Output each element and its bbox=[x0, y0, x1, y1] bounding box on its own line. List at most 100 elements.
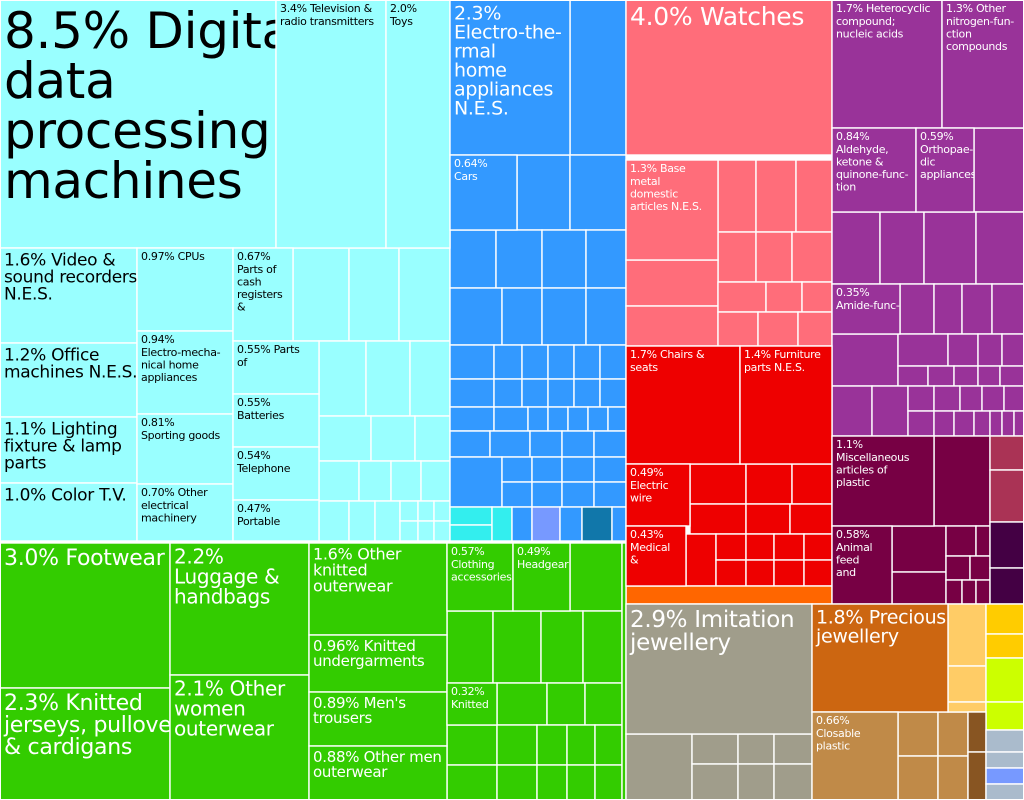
treemap-tile-rect bbox=[0, 687, 171, 800]
treemap-tile-minor bbox=[773, 533, 805, 561]
treemap-tile-minor bbox=[989, 410, 1003, 437]
treemap-tile: 0.47% Portable bbox=[232, 499, 320, 542]
treemap-tile-minor bbox=[973, 410, 991, 437]
treemap-label: 1.6% Other knitted outerwear bbox=[313, 545, 402, 596]
treemap-tile-minor bbox=[587, 406, 609, 432]
treemap-tile-minor bbox=[585, 287, 627, 346]
treemap-label: 0.89% Men's trousers bbox=[313, 694, 406, 727]
treemap-tile-rect bbox=[446, 542, 514, 612]
treemap-tile-minor bbox=[593, 456, 627, 483]
treemap-label: 2.1% Other women outerwear bbox=[174, 676, 286, 740]
treemap-tile-minor bbox=[773, 733, 813, 765]
treemap-tile-minor bbox=[531, 481, 563, 508]
treemap-tile-minor bbox=[795, 159, 833, 233]
treemap-tile-minor bbox=[573, 378, 601, 408]
treemap-label: 1.3% Base metal domestic articles N.E.S. bbox=[630, 162, 702, 213]
treemap-tile-minor bbox=[365, 340, 411, 417]
treemap-tile-rect bbox=[232, 247, 294, 342]
treemap-tile-minor bbox=[501, 456, 533, 483]
treemap-tile-minor bbox=[409, 340, 451, 417]
treemap-tile-rect bbox=[0, 482, 138, 542]
treemap-tile-minor bbox=[569, 154, 627, 231]
treemap-tile: 1.8% Precious jewellery bbox=[811, 603, 949, 713]
treemap-tile-rect bbox=[308, 691, 448, 747]
treemap-label: 0.70% Other electrical machinery bbox=[141, 486, 208, 524]
treemap-label: 0.58% Animal feed and bbox=[836, 528, 873, 579]
treemap-label: 0.57% Clothing accessories bbox=[451, 545, 512, 583]
treemap-tile-minor bbox=[745, 503, 791, 535]
treemap-tile: 0.96% Knitted undergarments bbox=[308, 634, 448, 693]
treemap-tile-minor bbox=[897, 711, 939, 757]
treemap-label: 0.43% Medical & bbox=[630, 528, 670, 566]
treemap-tile-minor bbox=[933, 410, 955, 437]
treemap-tile-minor bbox=[927, 365, 955, 387]
treemap-tile: 0.49% Headgear bbox=[512, 542, 571, 612]
treemap-tile-rect bbox=[831, 0, 943, 129]
treemap-tile-minor bbox=[541, 229, 587, 289]
treemap-tile: 2.3% Electro-the-rmal home appliances N.E.S. bbox=[449, 0, 571, 156]
treemap-tile-minor bbox=[449, 430, 491, 458]
treemap-tile-minor bbox=[907, 410, 935, 437]
treemap-tile-minor bbox=[689, 503, 747, 535]
treemap-tile-minor bbox=[348, 500, 376, 542]
treemap-tile-minor bbox=[417, 520, 435, 542]
treemap-tile-rect bbox=[169, 542, 310, 676]
treemap-tile-minor bbox=[953, 410, 975, 437]
treemap-tile-minor bbox=[985, 701, 1024, 731]
treemap-tile-minor bbox=[745, 559, 775, 587]
treemap-tile-minor bbox=[737, 733, 775, 765]
treemap-tile-minor bbox=[797, 311, 833, 347]
treemap-tile-minor bbox=[953, 365, 979, 387]
treemap-tile: 0.94% Electro-mecha-nical home appliances bbox=[136, 330, 234, 415]
treemap-tile-minor bbox=[691, 733, 739, 765]
treemap-tile-minor bbox=[969, 555, 991, 581]
treemap-tile-minor bbox=[691, 763, 739, 800]
treemap-tile: 0.55% Batteries bbox=[232, 393, 320, 448]
treemap-label: 1.6% Video & sound recorders N.E.S. bbox=[4, 251, 138, 305]
treemap-tile-minor bbox=[945, 555, 971, 581]
treemap-tile-minor bbox=[566, 724, 596, 766]
treemap-tile: 2.3% Knitted jerseys, pullovers & cardigan… bbox=[0, 687, 171, 800]
treemap-tile-minor bbox=[715, 559, 747, 587]
treemap-tile-minor bbox=[547, 378, 575, 408]
treemap-tile-minor bbox=[985, 729, 1024, 753]
treemap-tile-minor bbox=[449, 344, 495, 380]
treemap-tile-minor bbox=[493, 378, 523, 408]
treemap-tile-minor bbox=[947, 603, 987, 667]
treemap-tile: 3.4% Television & radio transmitters bbox=[275, 0, 387, 249]
treemap-tile-minor bbox=[737, 763, 775, 800]
treemap-tile-minor bbox=[446, 724, 498, 766]
treemap-tile-minor bbox=[985, 657, 1024, 703]
treemap-tile-minor bbox=[947, 665, 987, 703]
treemap-label: 0.55% Batteries bbox=[237, 396, 285, 422]
treemap-tile-rect bbox=[232, 340, 320, 395]
treemap-tile: 1.3% Other nitrogen-fun-ction compounds bbox=[941, 0, 1024, 129]
treemap-tile-rect bbox=[308, 634, 448, 693]
treemap-tile-minor bbox=[496, 724, 538, 766]
treemap-tile-minor bbox=[399, 500, 419, 522]
treemap-tile-rect bbox=[308, 542, 448, 636]
treemap-tile-minor bbox=[584, 682, 623, 726]
treemap-tile-minor bbox=[348, 247, 400, 342]
treemap-tile-minor bbox=[536, 764, 568, 800]
treemap-tile-minor bbox=[399, 520, 419, 542]
treemap-tile-minor bbox=[449, 287, 503, 346]
treemap-tile-minor bbox=[891, 571, 947, 605]
treemap-tile-rect bbox=[811, 603, 949, 713]
treemap-tile: 0.32% Knitted bbox=[446, 682, 498, 726]
treemap-tile-minor bbox=[599, 344, 627, 380]
treemap-label: 2.0% Toys bbox=[389, 2, 417, 28]
treemap-tile-minor bbox=[446, 610, 494, 684]
treemap-tile: 0.66% Closable plastic bbox=[811, 711, 899, 800]
treemap-label: 1.2% Office machines N.E.S. bbox=[4, 346, 137, 383]
treemap-tile-minor bbox=[757, 311, 799, 347]
treemap-tile-minor bbox=[967, 751, 987, 800]
treemap-tile-minor bbox=[398, 247, 451, 342]
treemap-tile-minor bbox=[937, 711, 969, 757]
treemap-tile-minor bbox=[755, 159, 797, 233]
treemap-tile-minor bbox=[414, 415, 451, 462]
treemap-tile-rect bbox=[275, 0, 387, 249]
treemap-tile-minor bbox=[390, 460, 422, 502]
treemap-tile-minor bbox=[625, 733, 693, 800]
treemap-tile: 2.1% Other women outerwear bbox=[169, 674, 310, 800]
